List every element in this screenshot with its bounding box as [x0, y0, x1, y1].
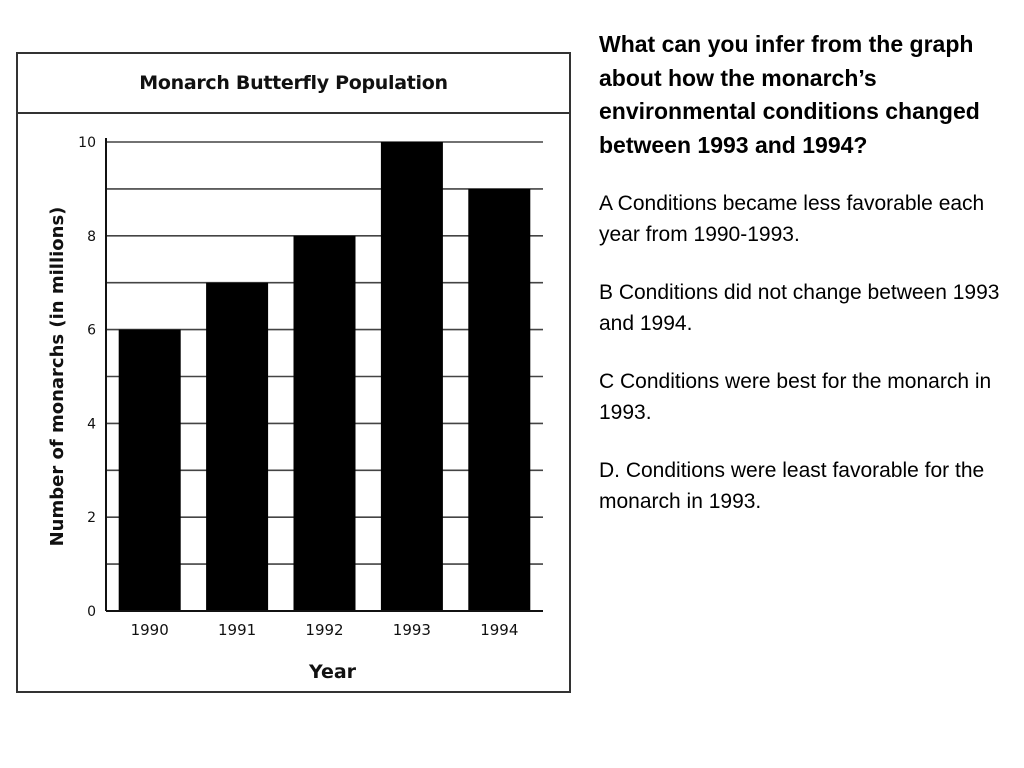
answer-choice-a[interactable]: A Conditions became less favorable each …	[599, 192, 985, 246]
y-tick-label: 2	[87, 510, 96, 526]
x-axis-label: Year	[308, 661, 357, 683]
y-tick-label: 8	[87, 229, 96, 245]
y-tick-label: 6	[87, 323, 96, 339]
x-tick-label: 1993	[393, 621, 431, 639]
bar-chart: 0 2 4 6 8 10 1990 1991 1992 1993 1994 Year Number of…	[47, 135, 543, 683]
bar-1990	[118, 329, 181, 611]
y-tick-label: 0	[87, 604, 96, 620]
x-tick-label: 1992	[305, 621, 343, 639]
answer-choice-b[interactable]: B Conditions did not change between 1993…	[599, 281, 1000, 335]
answer-choice-d[interactable]: D. Conditions were least favorable for t…	[599, 459, 985, 513]
bar-1991	[206, 282, 269, 611]
y-tick-label: 4	[87, 416, 96, 432]
x-tick-label: 1994	[480, 621, 518, 639]
answer-choice-c[interactable]: C Conditions were best for the monarch i…	[599, 370, 992, 424]
bar-1992	[293, 235, 356, 612]
chart-frame: Monarch Butterfly Population 0 2 4 6 8 10 1990…	[16, 52, 571, 693]
chart-title: Monarch Butterfly Population	[18, 54, 569, 114]
question-text: What can you infer from the graph about …	[599, 31, 980, 158]
y-axis-label: Number of monarchs (in millions)	[47, 207, 68, 547]
y-tick-label: 10	[78, 135, 96, 151]
question-panel: What can you infer from the graph about …	[599, 28, 1004, 517]
bar-1994	[468, 188, 531, 611]
x-tick-label: 1990	[131, 621, 169, 639]
bar-1993	[380, 142, 443, 611]
x-tick-label: 1991	[218, 621, 256, 639]
